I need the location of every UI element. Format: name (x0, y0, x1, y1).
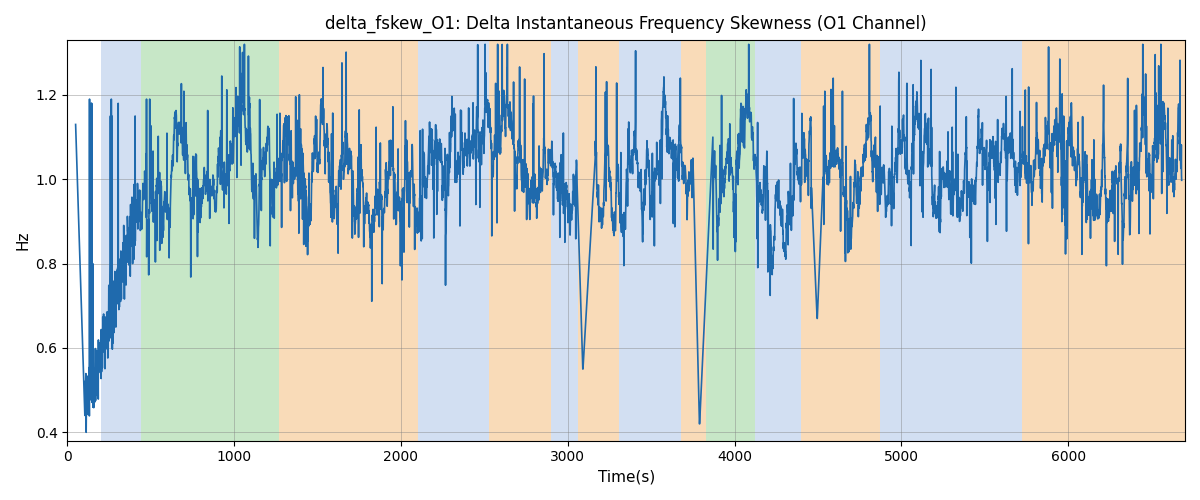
Title: delta_fskew_O1: Delta Instantaneous Frequency Skewness (O1 Channel): delta_fskew_O1: Delta Instantaneous Freq… (325, 15, 926, 34)
Bar (418, 40, 490, 440)
Bar (490, 40, 551, 440)
Y-axis label: Hz: Hz (16, 230, 30, 250)
Bar (880, 40, 1021, 440)
Bar (140, 40, 280, 440)
Bar (280, 40, 418, 440)
Bar (101, 40, 140, 440)
Bar (755, 40, 802, 440)
Bar (577, 40, 619, 440)
Bar (619, 40, 682, 440)
Bar (707, 40, 755, 440)
Bar (802, 40, 880, 440)
Bar (1021, 40, 1186, 440)
X-axis label: Time(s): Time(s) (598, 470, 655, 485)
Bar (682, 40, 707, 440)
Bar (551, 40, 577, 440)
